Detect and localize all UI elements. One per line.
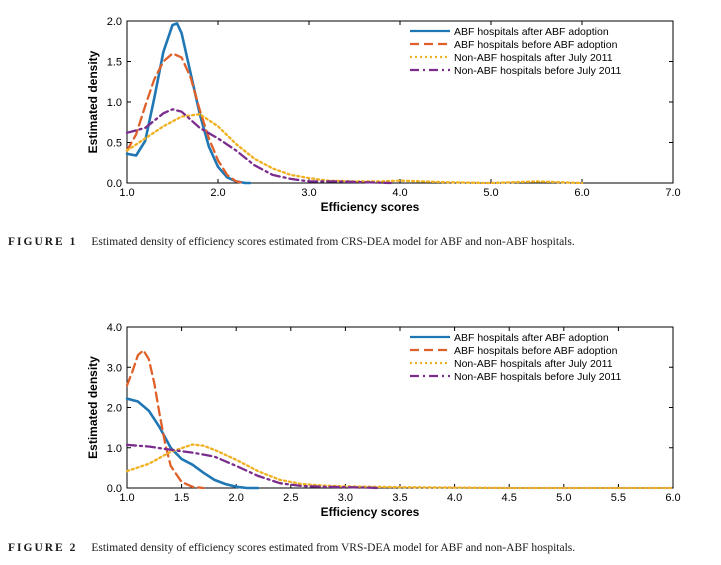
x-tick-label: 6.0 <box>574 187 589 199</box>
series-line-3 <box>125 443 675 490</box>
y-tick-label: 2.0 <box>107 16 122 28</box>
x-tick-label: 2.0 <box>210 187 225 199</box>
figure-2: 1.0 1.5 2.0 2.5 3.0 3.5 4.0 4.5 5.0 5.5 6.0 0.0 1.0 2… <box>0 305 721 565</box>
series-line-4 <box>125 443 380 490</box>
x-tick-label: 4.5 <box>502 492 517 504</box>
x-tick-label: 3.5 <box>392 492 407 504</box>
figure-2-caption: FIGURE 2 Estimated density of efficiency … <box>8 542 575 554</box>
x-tick-label: 5.0 <box>556 492 571 504</box>
series-line-2 <box>125 349 205 490</box>
y-tick-label: 1.5 <box>107 57 122 69</box>
series-line-1 <box>125 397 260 490</box>
series-line-2 <box>125 52 247 185</box>
caption-text: Estimated density of efficiency scores e… <box>91 542 576 554</box>
legend-entry-2: ABF hospitals before ABF adoption <box>454 345 618 357</box>
chart-vrs-dea: 1.0 1.5 2.0 2.5 3.0 3.5 4.0 4.5 5.0 5.5 6.00.01.02… <box>86 322 681 519</box>
y-tick-label: 0.5 <box>107 138 122 150</box>
legend-entry-4: Non-ABF hospitals before July 2011 <box>454 65 621 77</box>
x-tick-label: 2.5 <box>283 492 298 504</box>
y-tick-label: 1.0 <box>107 97 122 109</box>
x-tick-label: 4.0 <box>447 492 462 504</box>
x-axis-label: Efficiency scores <box>321 200 420 214</box>
legend-entry-2: ABF hospitals before ABF adoption <box>454 39 618 51</box>
x-tick-label: 1.0 <box>119 492 134 504</box>
legend-entry-3: Non-ABF hospitals after July 2011 <box>454 358 613 370</box>
x-tick-label: 3.0 <box>301 187 316 199</box>
legend-entry-3: Non-ABF hospitals after July 2011 <box>454 52 613 64</box>
x-tick-label: 7.0 <box>665 187 680 199</box>
x-tick-label: 4.0 <box>392 187 407 199</box>
x-tick-label: 1.0 <box>119 187 134 199</box>
y-tick-label: 0.0 <box>107 483 122 495</box>
x-tick-label: 2.0 <box>229 492 244 504</box>
series-line-3 <box>125 113 584 185</box>
x-axis-label: Efficiency scores <box>321 505 420 519</box>
legend-entry-1: ABF hospitals after ABF adoption <box>454 332 609 344</box>
x-tick-label: 5.5 <box>611 492 626 504</box>
chart-crs-dea: 1.0 2.0 3.0 4.0 5.0 6.0 7.0 0.0 0.5 1.0 1.5 2.0 Effi… <box>86 16 681 214</box>
x-tick-label: 3.0 <box>338 492 353 504</box>
y-tick-label: 2.0 <box>107 403 122 415</box>
y-axis-label: Estimated density <box>86 356 100 459</box>
series-line-4 <box>125 108 393 185</box>
x-tick-label: 1.5 <box>174 492 189 504</box>
caption-label: FIGURE 2 <box>8 542 78 554</box>
legend-entry-4: Non-ABF hospitals before July 2011 <box>454 371 621 383</box>
y-tick-label: 0.0 <box>107 178 122 190</box>
legend-entry-1: ABF hospitals after ABF adoption <box>454 26 609 38</box>
figure-1: 1.0 2.0 3.0 4.0 5.0 6.0 7.0 0.0 0.5 1.0 1.5 2.0 Effi… <box>0 0 721 250</box>
x-tick-label: 5.0 <box>483 187 498 199</box>
y-tick-label: 4.0 <box>107 322 122 334</box>
x-tick-label: 6.0 <box>665 492 680 504</box>
y-tick-label: 3.0 <box>107 362 122 374</box>
y-tick-label: 1.0 <box>107 443 122 455</box>
figure-1-caption: FIGURE 1 Estimated density of efficiency … <box>8 236 575 248</box>
y-axis-label: Estimated density <box>86 50 100 153</box>
caption-label: FIGURE 1 <box>8 236 78 248</box>
caption-text: Estimated density of efficiency scores e… <box>91 236 575 248</box>
